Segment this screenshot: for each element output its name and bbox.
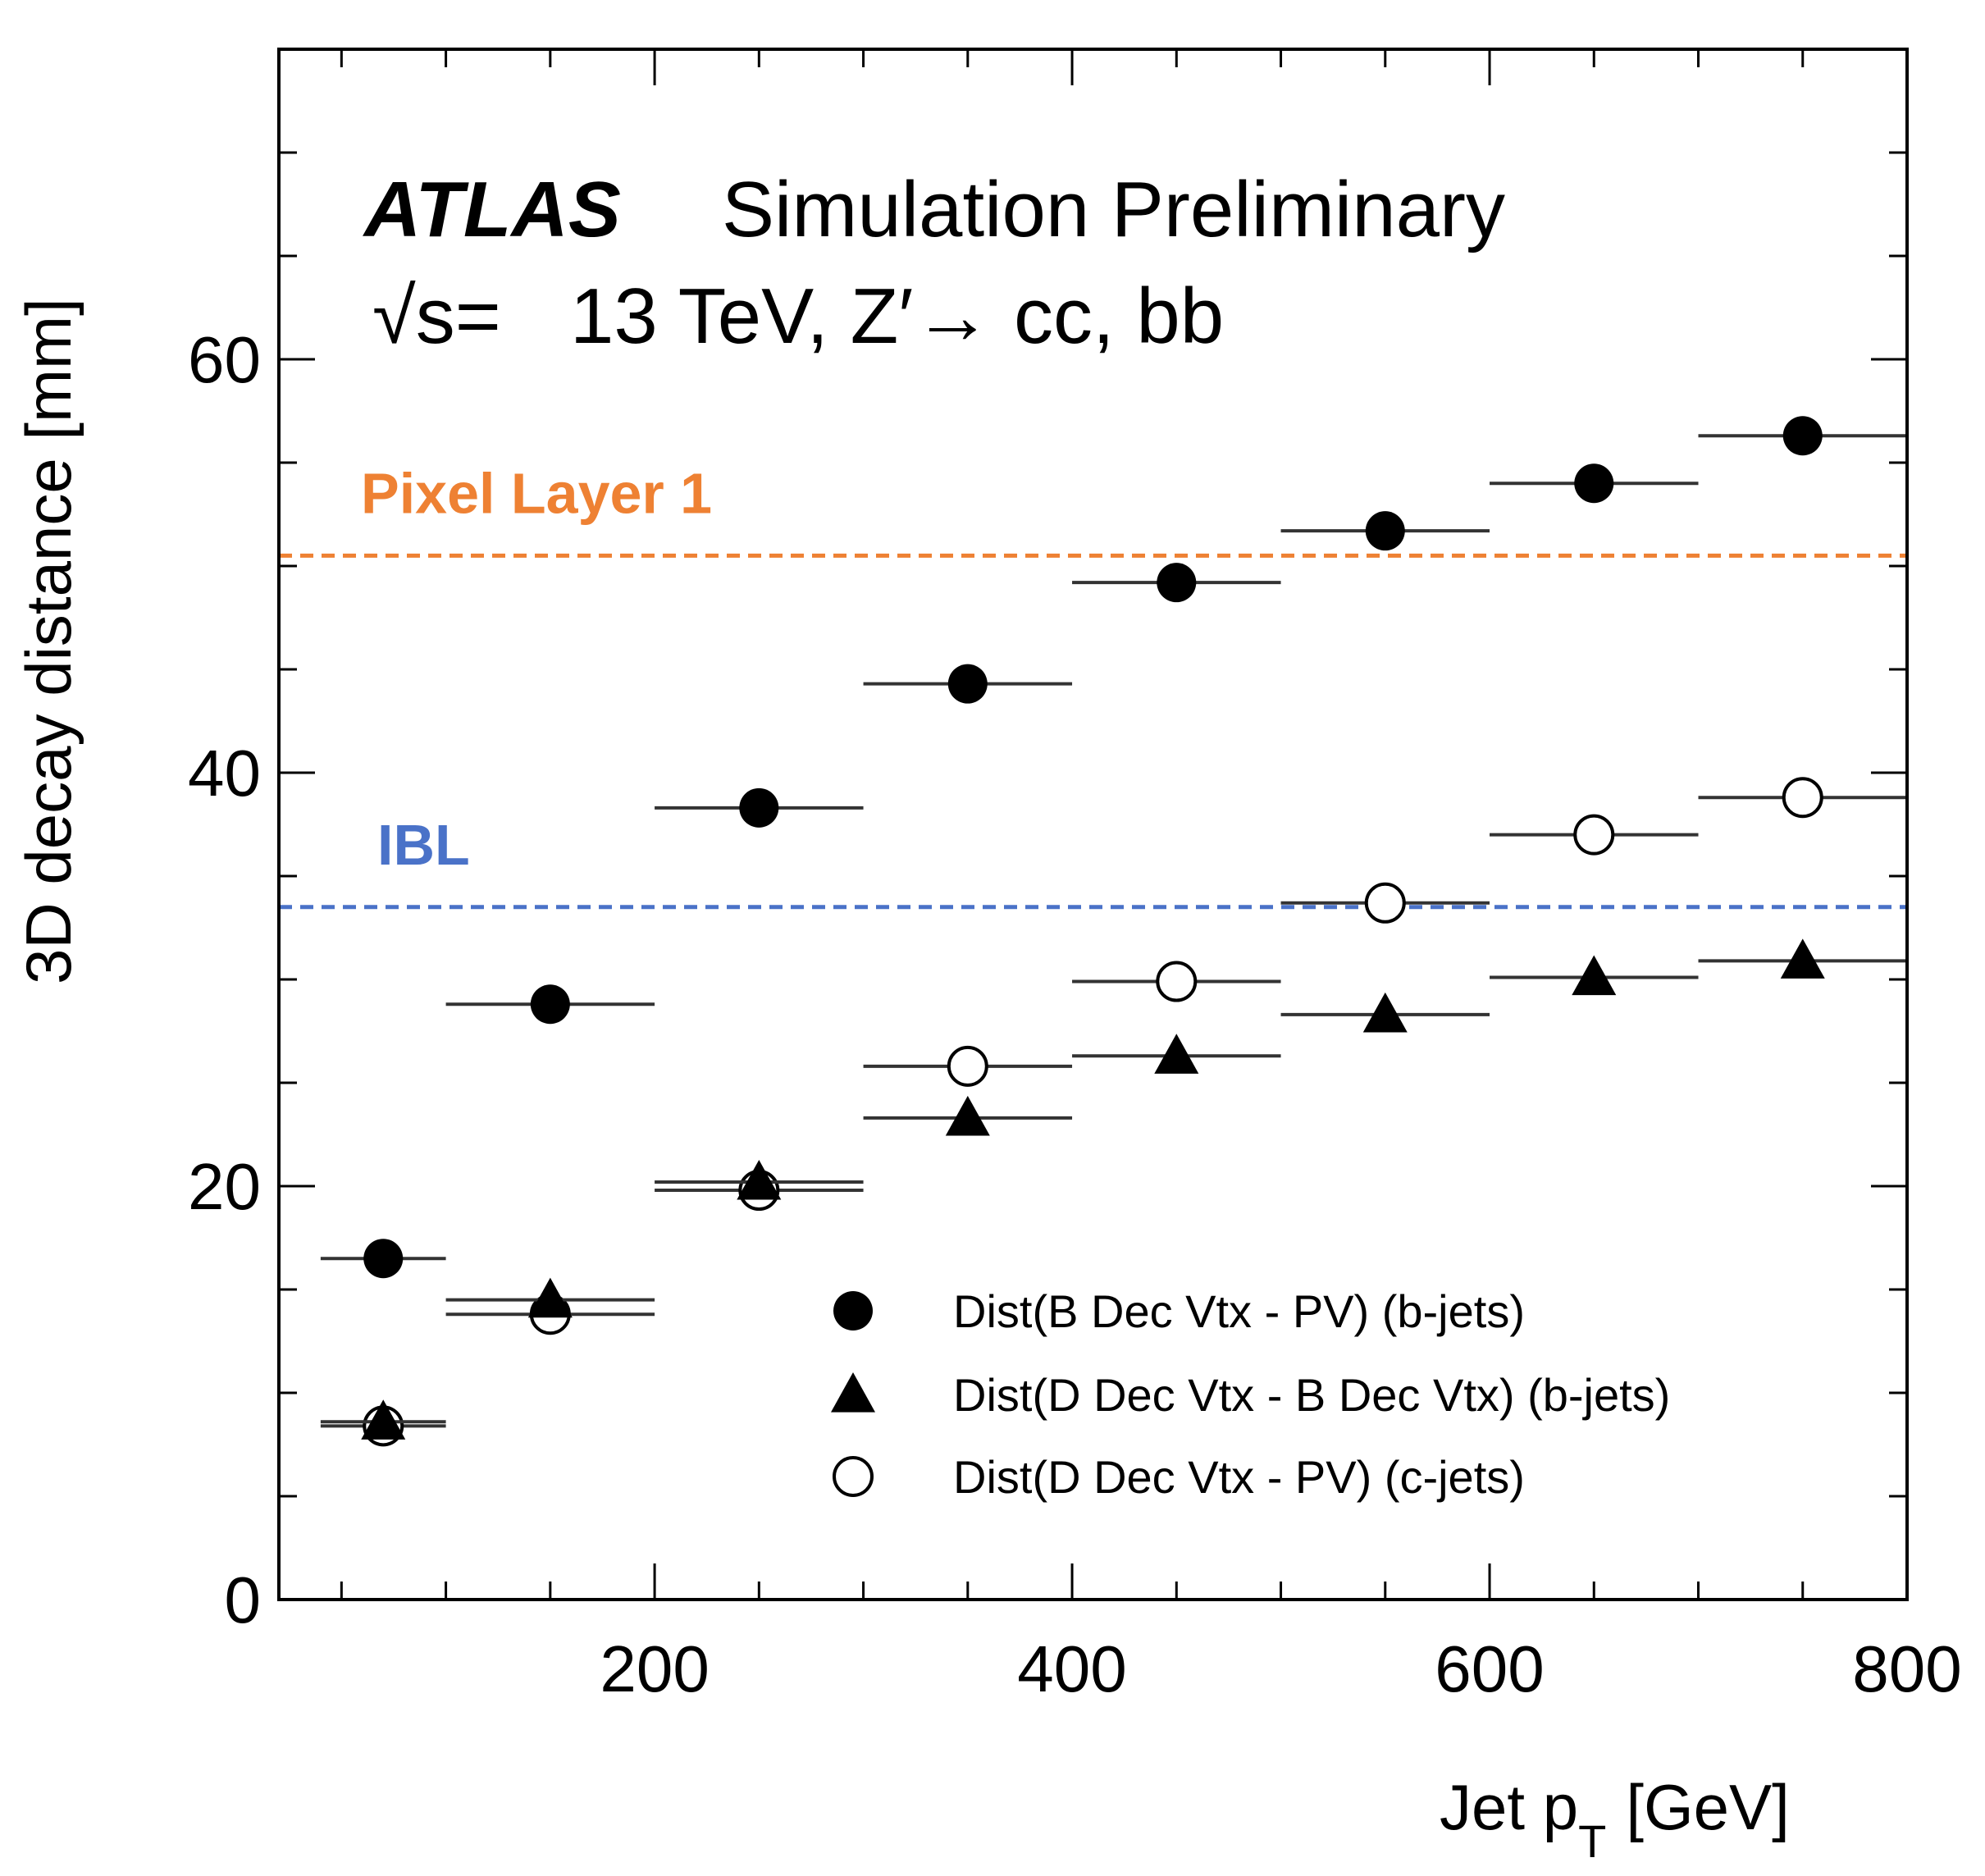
legend-marker [833,1291,873,1331]
x-tick-label: 800 [1852,1632,1961,1705]
reference-line-label: Pixel Layer 1 [361,461,712,525]
data-point [1780,938,1825,979]
energy-label: 13 TeV, Z′→ cc, bb [570,272,1224,360]
data-point [1782,416,1823,456]
legend-label: Dist(B Dec Vtx - PV) (b-jets) [953,1285,1525,1337]
data-point [361,1399,406,1440]
data-point [947,664,988,704]
data-point [1364,882,1406,924]
plot-frame [277,48,1909,1601]
y-tick-label: 20 [188,1150,261,1223]
data-point [945,1095,990,1136]
data-point [530,984,570,1025]
minor-ticks [279,48,1907,1600]
data-series [320,416,1907,1447]
simulation-label: Simulation Preliminary [722,166,1505,253]
data-point [1574,463,1614,504]
y-tick-label: 60 [188,323,261,396]
legend-label: Dist(D Dec Vtx - PV) (c-jets) [953,1451,1525,1503]
data-point [737,1159,782,1200]
energy-sqrt-label: √s= [372,272,501,360]
data-point [1362,992,1408,1033]
series-filled-triangle [320,938,1907,1440]
data-point [363,1239,404,1279]
y-tick-label: 40 [188,737,261,810]
data-point [1365,511,1405,551]
series-filled-circle [320,416,1907,1279]
data-point [1572,955,1617,996]
x-tick-label: 400 [1017,1632,1126,1705]
svg-text:Jet pT[GeV]: Jet pT [GeV] [1440,1771,1790,1867]
data-point [527,1277,573,1318]
reference-line-label: IBL [377,813,470,877]
legend: Dist(B Dec Vtx - PV) (b-jets) Dist(D Dec … [831,1285,1670,1503]
x-axis-title-unit: [GeV] [1626,1771,1789,1843]
atlas-label: ATLAS [363,166,621,253]
data-point [947,1045,988,1087]
x-tick-label: 200 [600,1632,709,1705]
x-tick-label: 600 [1435,1632,1544,1705]
x-axis-title-sub: T [1578,1815,1606,1867]
data-point [739,787,779,828]
y-tick-label: 0 [225,1563,262,1636]
x-axis-title-main: Jet p [1440,1771,1578,1843]
data-point [1157,563,1197,603]
legend-marker [833,1456,874,1497]
axis-ticks [279,49,1909,1601]
data-point [1782,777,1823,819]
data-point [1573,814,1615,856]
x-axis-title: Jet pT [GeV] [1440,1771,1790,1867]
legend-label: Dist(D Dec Vtx - B Dec Vtx) (b-jets) [953,1369,1670,1421]
data-point [1154,1034,1199,1074]
data-point [1156,961,1198,1002]
legend-marker [831,1372,875,1413]
tick-labels: 200 400 600 800 0 20 40 60 [188,323,1962,1705]
reference-lines: Pixel Layer 1 IBL [279,461,1907,910]
y-axis-title: 3D decay distance [mm] [12,298,84,984]
